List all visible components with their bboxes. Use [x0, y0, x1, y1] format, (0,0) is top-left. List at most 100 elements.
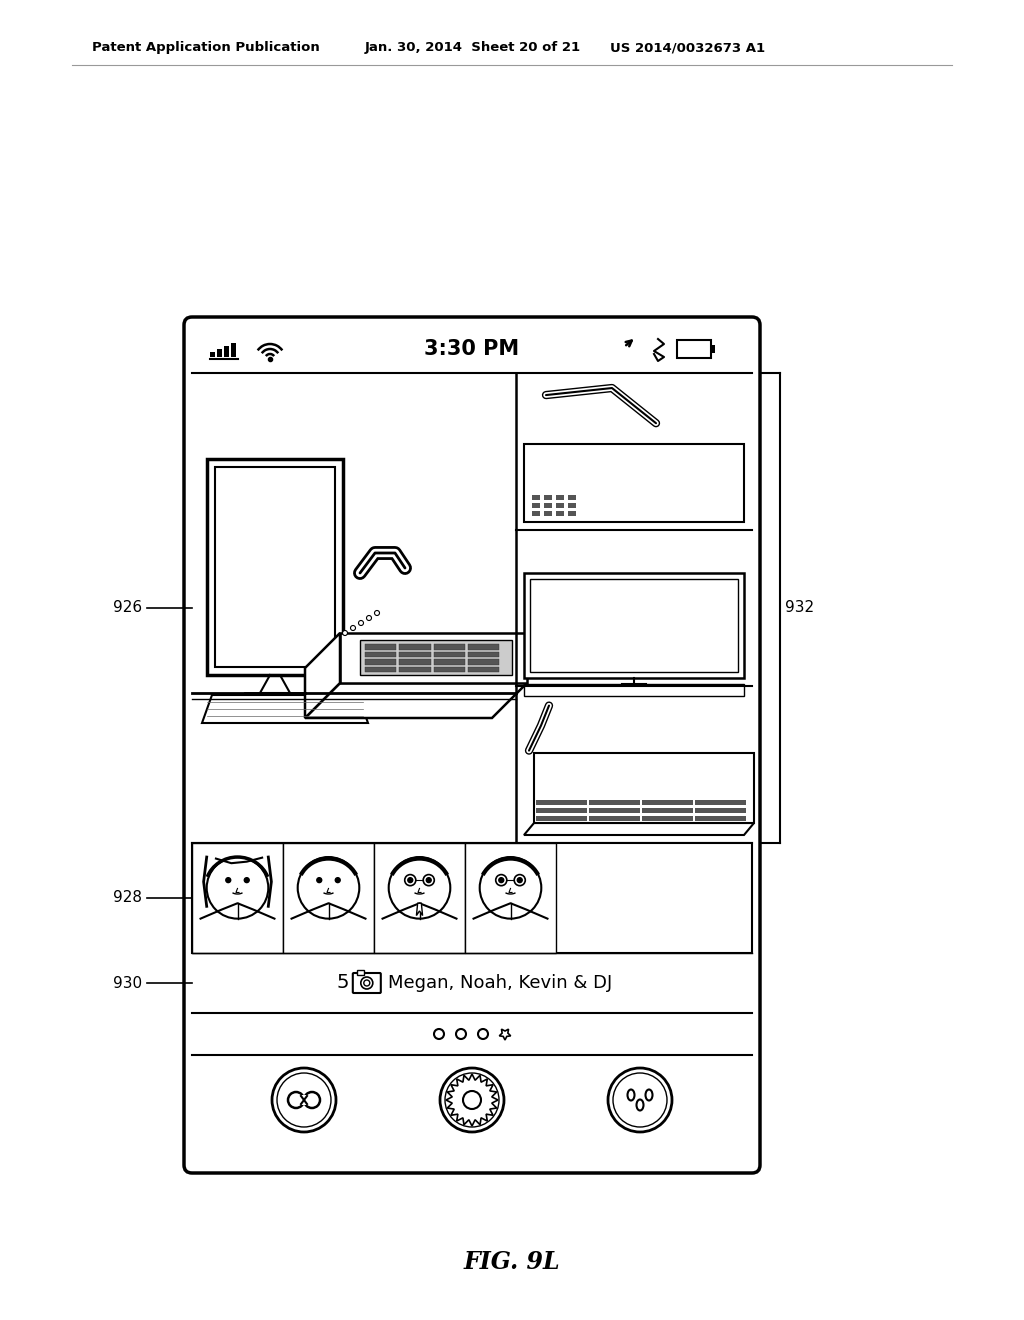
Text: US 2014/0032673 A1: US 2014/0032673 A1: [610, 41, 765, 54]
Circle shape: [426, 878, 431, 883]
Bar: [217, 348, 222, 356]
Bar: [544, 511, 552, 516]
Circle shape: [358, 620, 364, 626]
Bar: [465, 843, 556, 953]
Ellipse shape: [637, 1100, 643, 1110]
Bar: [556, 495, 564, 500]
Circle shape: [608, 1068, 672, 1133]
Text: 5: 5: [336, 974, 349, 993]
Text: 3:30 PM: 3:30 PM: [424, 339, 519, 359]
Polygon shape: [500, 1030, 511, 1040]
Bar: [193, 843, 752, 953]
Bar: [365, 659, 396, 664]
Circle shape: [335, 878, 340, 883]
Bar: [536, 816, 587, 821]
Bar: [536, 800, 587, 805]
Text: FIG. 9L: FIG. 9L: [464, 1250, 560, 1274]
Bar: [207, 459, 343, 675]
Bar: [433, 659, 465, 664]
Circle shape: [288, 1092, 304, 1107]
Bar: [711, 345, 715, 352]
Circle shape: [298, 857, 359, 919]
Bar: [677, 341, 711, 358]
Bar: [524, 573, 744, 678]
Circle shape: [408, 878, 413, 883]
Circle shape: [434, 1030, 444, 1039]
Text: 928: 928: [113, 891, 142, 906]
Bar: [224, 346, 229, 356]
Text: Patent Application Publication: Patent Application Publication: [92, 41, 319, 54]
Circle shape: [364, 979, 370, 986]
FancyBboxPatch shape: [353, 973, 381, 993]
Circle shape: [479, 857, 542, 919]
Ellipse shape: [628, 1089, 635, 1101]
Bar: [399, 667, 430, 672]
Polygon shape: [524, 822, 754, 836]
Circle shape: [278, 1073, 331, 1127]
Bar: [589, 816, 640, 821]
Bar: [695, 800, 746, 805]
Bar: [568, 511, 575, 516]
Circle shape: [304, 1092, 319, 1107]
Bar: [365, 644, 396, 649]
Bar: [568, 503, 575, 508]
Circle shape: [478, 1030, 488, 1039]
Circle shape: [272, 1068, 336, 1133]
Circle shape: [207, 857, 268, 919]
Bar: [544, 503, 552, 508]
Circle shape: [367, 615, 372, 620]
Circle shape: [350, 626, 355, 631]
Circle shape: [517, 878, 522, 883]
Text: 926: 926: [113, 601, 142, 615]
Circle shape: [375, 610, 380, 615]
Bar: [283, 843, 374, 953]
Bar: [524, 684, 744, 697]
Polygon shape: [202, 696, 368, 723]
Bar: [468, 652, 499, 657]
Bar: [695, 816, 746, 821]
Polygon shape: [417, 903, 423, 916]
Polygon shape: [340, 634, 527, 682]
Bar: [532, 511, 540, 516]
Bar: [556, 503, 564, 508]
Bar: [589, 800, 640, 805]
Ellipse shape: [645, 1089, 652, 1101]
FancyBboxPatch shape: [184, 317, 760, 1173]
Bar: [365, 667, 396, 672]
Circle shape: [226, 878, 230, 883]
Bar: [532, 503, 540, 508]
Bar: [433, 652, 465, 657]
Circle shape: [389, 857, 451, 919]
Bar: [642, 800, 693, 805]
Circle shape: [499, 878, 504, 883]
Bar: [374, 843, 465, 953]
Bar: [365, 652, 396, 657]
Bar: [433, 667, 465, 672]
Text: 932: 932: [785, 601, 814, 615]
Circle shape: [456, 1030, 466, 1039]
Bar: [524, 445, 744, 521]
Bar: [399, 652, 430, 657]
Bar: [695, 808, 746, 813]
Bar: [399, 644, 430, 649]
Bar: [530, 579, 738, 672]
Bar: [568, 495, 575, 500]
Text: 930: 930: [113, 975, 142, 990]
Bar: [589, 808, 640, 813]
Circle shape: [445, 1073, 499, 1127]
Bar: [193, 843, 283, 953]
Bar: [468, 667, 499, 672]
Text: Jan. 30, 2014  Sheet 20 of 21: Jan. 30, 2014 Sheet 20 of 21: [365, 41, 582, 54]
Bar: [399, 659, 430, 664]
Polygon shape: [446, 1074, 498, 1126]
Bar: [534, 752, 754, 822]
Bar: [356, 970, 364, 975]
Bar: [532, 495, 540, 500]
Bar: [215, 467, 335, 667]
Bar: [360, 640, 512, 675]
Circle shape: [342, 631, 347, 635]
Bar: [433, 644, 465, 649]
Bar: [468, 659, 499, 664]
Polygon shape: [305, 682, 527, 718]
Bar: [642, 808, 693, 813]
